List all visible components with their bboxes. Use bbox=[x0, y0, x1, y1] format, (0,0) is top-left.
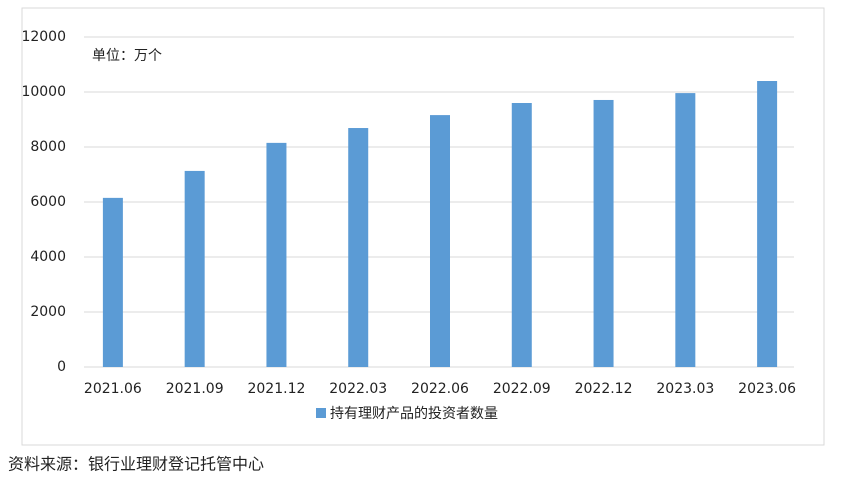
y-tick-label: 2000 bbox=[30, 304, 66, 320]
x-tick-label: 2021.06 bbox=[84, 381, 142, 397]
bar bbox=[184, 170, 205, 367]
unit-annotation: 单位：万个 bbox=[92, 48, 162, 64]
x-tick-label: 2022.03 bbox=[329, 381, 387, 397]
source-note: 资料来源：银行业理财登记托管中心 bbox=[8, 455, 264, 474]
y-tick-label: 12000 bbox=[21, 29, 66, 45]
y-tick-label: 0 bbox=[57, 359, 66, 375]
bar bbox=[511, 103, 532, 367]
bar bbox=[102, 197, 123, 367]
y-tick-label: 6000 bbox=[30, 194, 66, 210]
y-tick-label: 8000 bbox=[30, 139, 66, 155]
legend-label: 持有理财产品的投资者数量 bbox=[330, 406, 498, 422]
bar bbox=[675, 93, 696, 367]
x-tick-label: 2023.03 bbox=[656, 381, 714, 397]
y-tick-label: 10000 bbox=[21, 84, 66, 100]
bar bbox=[757, 81, 778, 367]
bar bbox=[348, 128, 369, 367]
chart-frame bbox=[21, 7, 825, 446]
bar bbox=[430, 115, 450, 367]
x-tick-label: 2022.06 bbox=[411, 381, 469, 397]
x-tick-label: 2021.09 bbox=[166, 381, 224, 397]
x-tick-label: 2021.12 bbox=[247, 381, 305, 397]
bar bbox=[266, 142, 287, 367]
y-tick-label: 4000 bbox=[30, 249, 66, 265]
bar bbox=[593, 99, 614, 367]
x-tick-label: 2022.12 bbox=[575, 381, 633, 397]
x-tick-label: 2022.09 bbox=[493, 381, 551, 397]
legend-swatch bbox=[316, 408, 326, 418]
x-tick-label: 2023.06 bbox=[738, 381, 796, 397]
